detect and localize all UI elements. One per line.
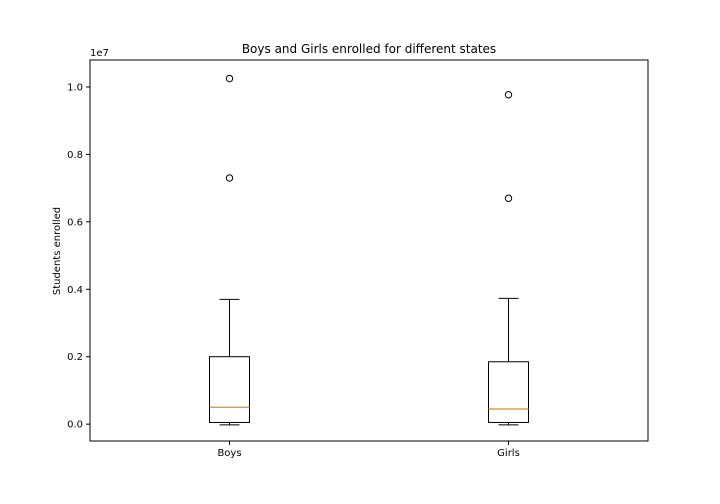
plot-frame	[89, 59, 649, 442]
chart-title: Boys and Girls enrolled for different st…	[242, 42, 496, 56]
y-tick-label: 0.4	[67, 285, 83, 296]
plot-marks: 0.0 0.2 0.4 0.6 0.8 1.0 Boys Girls	[67, 74, 529, 459]
y-tick-label: 1.0	[67, 82, 83, 93]
outlier-point	[504, 194, 513, 202]
outlier-point	[225, 74, 234, 83]
iqr-box	[488, 361, 529, 423]
iqr-box	[209, 356, 250, 423]
x-tick-label: Boys	[217, 448, 241, 459]
x-tick-label: Girls	[497, 448, 520, 459]
y-tick-label: 0.8	[67, 150, 83, 161]
y-tick-label: 0.6	[67, 217, 83, 228]
y-axis-offset-label: 1e7	[90, 48, 109, 59]
outlier-point	[225, 174, 234, 182]
y-axis-label: Students enrolled	[52, 207, 63, 295]
y-tick-label: 0.0	[67, 420, 83, 431]
outlier-point	[504, 91, 513, 99]
y-tick-label: 0.2	[67, 352, 83, 363]
